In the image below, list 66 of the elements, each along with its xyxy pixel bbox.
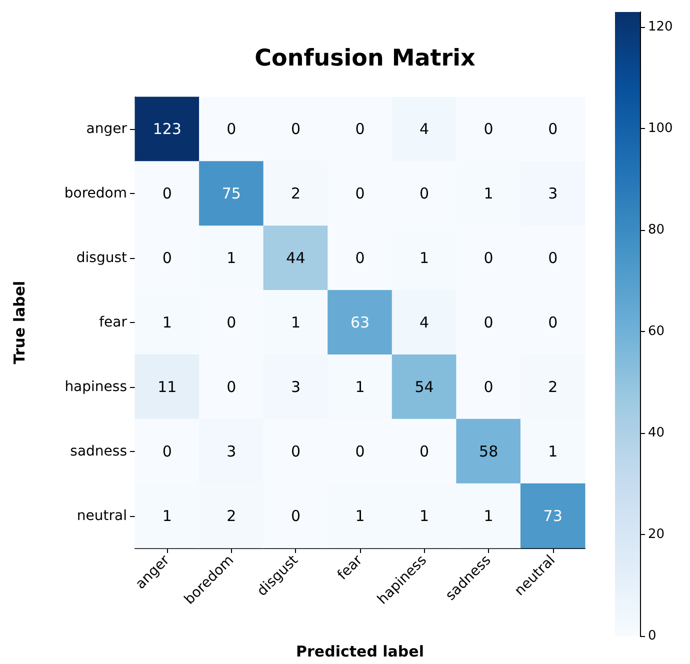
x-axis-title: Predicted label — [296, 642, 424, 660]
data-label: 3 — [548, 184, 558, 203]
data-label: 1 — [420, 249, 430, 268]
y-tick-label: sadness — [70, 443, 127, 460]
data-label: 0 — [484, 249, 494, 268]
data-label: 1 — [162, 506, 172, 525]
data-label: 2 — [226, 506, 236, 525]
data-label: 75 — [222, 184, 241, 203]
data-label: 0 — [290, 120, 300, 138]
data-label: 1 — [484, 184, 494, 203]
data-label: 73 — [543, 506, 562, 525]
y-axis-title: True label — [10, 280, 28, 364]
data-label: 0 — [484, 314, 494, 332]
chart-title: Confusion Matrix — [254, 46, 476, 72]
data-label: 0 — [355, 442, 365, 460]
data-label: 0 — [420, 184, 430, 203]
color-bar-label: 40 — [648, 426, 665, 441]
data-label: 0 — [162, 249, 172, 268]
data-label: 0 — [484, 120, 494, 138]
data-label: 1 — [162, 314, 172, 332]
data-label: 4 — [420, 120, 430, 138]
data-label: 1 — [420, 506, 430, 525]
data-label: 0 — [548, 249, 558, 268]
data-label: 0 — [355, 184, 365, 203]
data-label: 4 — [420, 314, 430, 332]
y-tick-label: fear — [99, 314, 128, 330]
color-bar-label: 80 — [648, 222, 665, 238]
y-tick-label: boredom — [64, 186, 127, 202]
data-label: 2 — [548, 378, 558, 396]
data-label: 0 — [355, 249, 365, 268]
data-label: 1 — [226, 249, 236, 268]
data-label: 0 — [548, 120, 558, 138]
data-label: 11 — [158, 378, 177, 396]
color-bar-label: 20 — [648, 527, 665, 542]
data-label: 0 — [226, 378, 236, 396]
data-label: 0 — [226, 314, 236, 332]
y-tick-label: neutral — [76, 508, 127, 524]
color-bar-label: 100 — [648, 121, 673, 136]
data-label: 0 — [484, 378, 494, 396]
data-label: 0 — [162, 184, 172, 203]
data-label: 0 — [290, 506, 300, 525]
data-label: 1 — [484, 506, 494, 525]
y-tick-label: anger — [86, 121, 128, 138]
data-label: 0 — [420, 442, 430, 460]
data-label: 1 — [355, 506, 365, 525]
data-label: 63 — [350, 314, 370, 332]
data-label: 44 — [286, 249, 306, 268]
data-label: 3 — [290, 378, 300, 396]
data-label: 123 — [152, 120, 182, 138]
data-label: 54 — [414, 378, 434, 396]
data-label: 1 — [290, 314, 300, 332]
data-label: 0 — [290, 442, 300, 460]
data-label: 3 — [226, 442, 236, 460]
color-bar-label: 0 — [648, 628, 656, 644]
data-label: 1 — [548, 442, 558, 460]
data-label: 0 — [226, 120, 236, 138]
color-bar-label: 120 — [648, 20, 673, 35]
data-label: 0 — [548, 314, 558, 332]
data-label: 2 — [290, 184, 300, 203]
data-label: 58 — [479, 442, 498, 460]
data-label: 0 — [355, 120, 365, 138]
data-label: 0 — [162, 442, 172, 460]
y-tick-label: hapiness — [64, 378, 127, 395]
y-tick-label: disgust — [76, 250, 128, 266]
data-label: 1 — [355, 378, 365, 396]
color-bar-label: 60 — [648, 324, 665, 340]
